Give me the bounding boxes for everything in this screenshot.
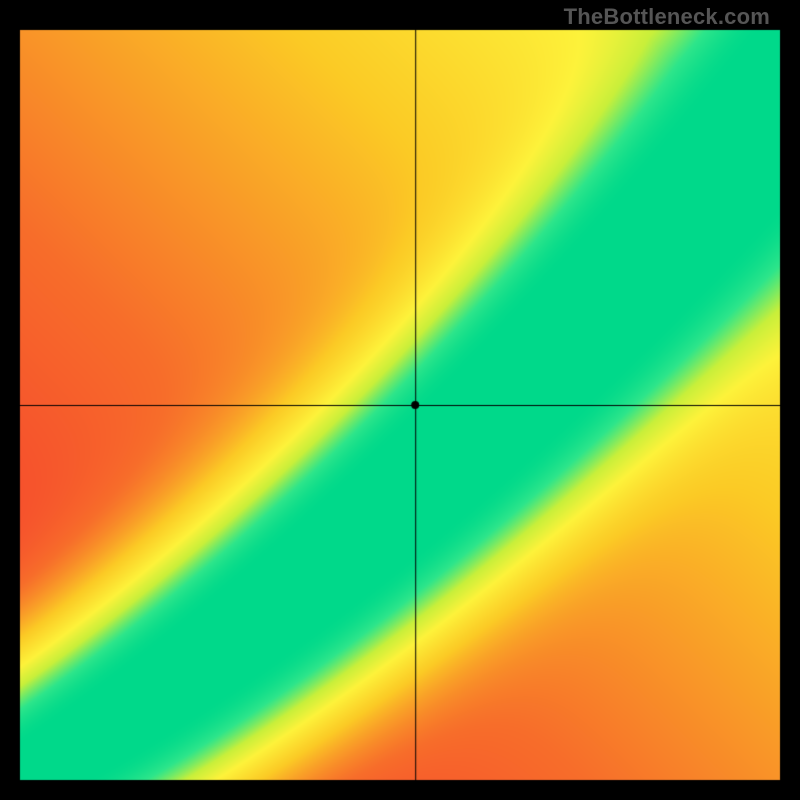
chart-container: TheBottleneck.com	[0, 0, 800, 800]
watermark-text: TheBottleneck.com	[564, 4, 770, 30]
heatmap-canvas	[0, 0, 800, 800]
